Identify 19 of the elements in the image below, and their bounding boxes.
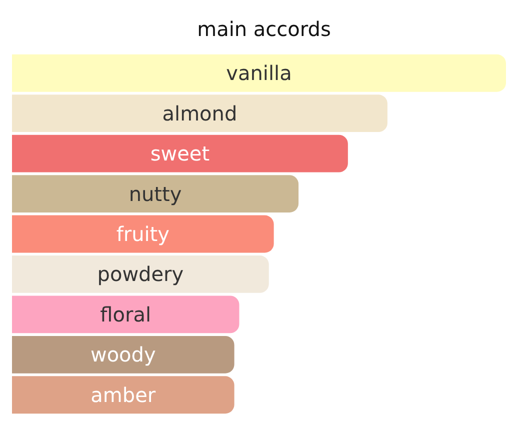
bar (12, 134, 348, 172)
bar (12, 215, 274, 253)
y-tick-label: woody (90, 342, 156, 367)
y-tick-label: powdery (97, 262, 184, 286)
bar (12, 54, 506, 92)
y-tick-label: floral (100, 302, 152, 326)
y-tick-label: fruity (116, 222, 170, 246)
bar (12, 376, 234, 414)
bar (12, 296, 240, 334)
bar (12, 256, 269, 293)
y-tick-label: amber (90, 382, 156, 407)
y-tick-label: vanilla (226, 61, 292, 86)
bar (12, 175, 299, 212)
bar (12, 94, 388, 132)
y-tick-label: nutty (128, 182, 182, 206)
chart-title: main accords (197, 17, 331, 41)
y-tick-label: almond (162, 101, 238, 126)
bar (12, 336, 234, 374)
y-tick-label: sweet (150, 142, 210, 166)
